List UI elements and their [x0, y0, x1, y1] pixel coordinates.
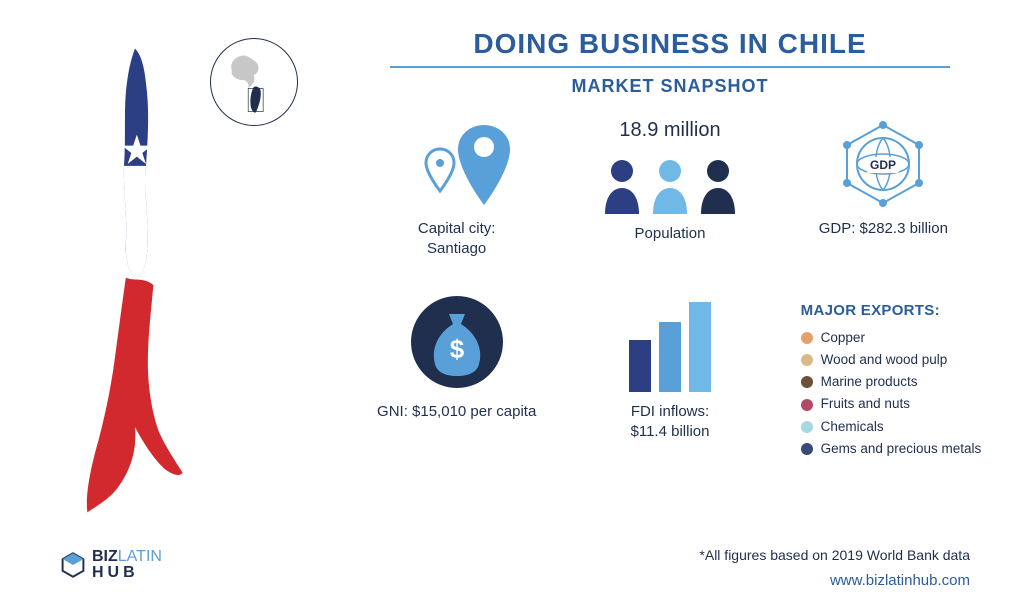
gdp-label: GDP: $282.3 billion — [819, 219, 948, 239]
capital-icon-box — [402, 119, 512, 209]
page-subtitle: MARKET SNAPSHOT — [330, 76, 1010, 97]
chile-map-bottom — [87, 278, 183, 513]
exports-title: MAJOR EXPORTS: — [801, 302, 940, 319]
title-rule — [390, 66, 950, 68]
stat-gdp: GDP GDP: $282.3 billion — [777, 119, 990, 278]
fdi-label-2: $11.4 billion — [631, 423, 710, 440]
chile-flag-map — [80, 40, 190, 530]
export-label: Wood and wood pulp — [821, 349, 948, 371]
gdp-globe-icon: GDP — [833, 119, 933, 209]
logo-biz: BIZ — [92, 548, 118, 565]
person-icon-3 — [697, 158, 739, 214]
exports-list: Copper Wood and wood pulp Marine product… — [801, 327, 982, 461]
fdi-label: FDI inflows: $11.4 billion — [631, 402, 710, 443]
export-label: Gems and precious metals — [821, 438, 982, 460]
export-item: Copper — [801, 327, 982, 349]
export-item: Fruits and nuts — [801, 393, 982, 415]
logo-hub: HUB — [92, 565, 162, 581]
export-item: Chemicals — [801, 416, 982, 438]
population-label: Population — [635, 224, 706, 244]
population-icon-box — [601, 148, 739, 214]
page-title: DOING BUSINESS IN CHILE — [330, 28, 1010, 60]
chile-map-white — [124, 166, 148, 278]
right-panel: DOING BUSINESS IN CHILE MARKET SNAPSHOT — [330, 0, 1010, 611]
people-icon — [601, 158, 739, 214]
globe-inset — [210, 38, 298, 126]
export-label: Marine products — [821, 371, 918, 393]
export-item: Wood and wood pulp — [801, 349, 982, 371]
export-icon — [801, 376, 813, 388]
capital-label-2: Santiago — [427, 240, 486, 257]
americas-icon — [219, 49, 291, 117]
export-icon — [801, 354, 813, 366]
export-label: Fruits and nuts — [821, 393, 910, 415]
fdi-bar-3 — [689, 302, 711, 392]
export-item: Gems and precious metals — [801, 438, 982, 460]
footnote: *All figures based on 2019 World Bank da… — [699, 547, 970, 563]
fdi-icon-box — [629, 302, 711, 392]
fdi-label-1: FDI inflows: — [631, 403, 709, 420]
export-item: Marine products — [801, 371, 982, 393]
stat-gni: $ GNI: $15,010 per capita — [350, 302, 563, 461]
stat-exports: MAJOR EXPORTS: Copper Wood and wood pulp… — [777, 302, 990, 461]
fdi-bar-2 — [659, 322, 681, 392]
person-icon-1 — [601, 158, 643, 214]
money-bag-icon: $ — [407, 292, 507, 392]
logo-text: BIZLATIN HUB — [92, 549, 162, 581]
capital-label: Capital city: Santiago — [418, 219, 496, 260]
person-icon-2 — [649, 158, 691, 214]
stat-population: 18.9 million Population — [563, 119, 776, 278]
stat-fdi: FDI inflows: $11.4 billion — [563, 302, 776, 461]
site-url: www.bizlatinhub.com — [830, 572, 970, 589]
svg-text:$: $ — [449, 334, 464, 364]
stats-grid: Capital city: Santiago 18.9 million Popu… — [350, 119, 990, 460]
gni-icon-box: $ — [407, 302, 507, 392]
export-label: Copper — [821, 327, 865, 349]
export-label: Chemicals — [821, 416, 884, 438]
logo: BIZLATIN HUB — [60, 549, 162, 581]
left-panel: BIZLATIN HUB — [0, 0, 300, 611]
export-icon — [801, 399, 813, 411]
gni-label: GNI: $15,010 per capita — [377, 402, 536, 422]
population-value: 18.9 million — [619, 119, 720, 142]
map-pin-icon — [402, 119, 512, 209]
export-icon — [801, 421, 813, 433]
svg-text:GDP: GDP — [870, 158, 896, 172]
fdi-bar-1 — [629, 340, 651, 392]
bar-chart-icon — [629, 306, 711, 392]
stat-capital: Capital city: Santiago — [350, 119, 563, 278]
export-icon — [801, 332, 813, 344]
export-icon — [801, 443, 813, 455]
capital-label-1: Capital city: — [418, 220, 496, 237]
logo-mark-icon — [60, 552, 86, 578]
logo-latin: LATIN — [118, 548, 162, 565]
gdp-icon-box: GDP — [833, 119, 933, 209]
